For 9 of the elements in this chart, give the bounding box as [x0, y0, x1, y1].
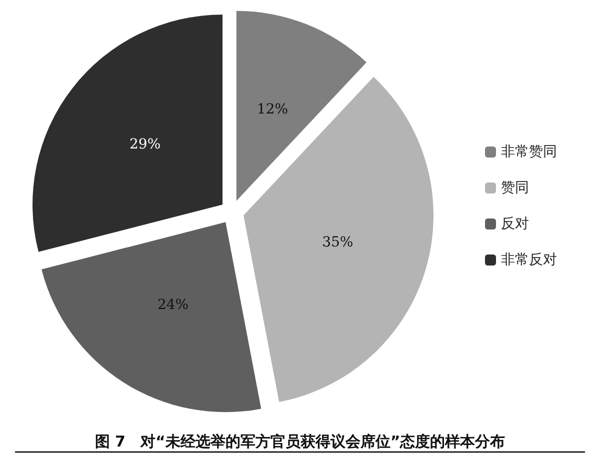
- data-label: 12%: [256, 102, 288, 118]
- legend-label: 反对: [501, 216, 529, 232]
- data-label: 29%: [130, 136, 161, 153]
- data-label: 35%: [322, 234, 354, 251]
- legend-label: 赞同: [501, 180, 529, 196]
- data-label: 24%: [157, 296, 189, 313]
- text: 图 7 对“未经选举的军方官员获得议会席位”态度的样本分布: [94, 432, 506, 450]
- legend-label: 非常赞同: [501, 144, 557, 160]
- legend-label: 非常反对: [501, 252, 557, 268]
